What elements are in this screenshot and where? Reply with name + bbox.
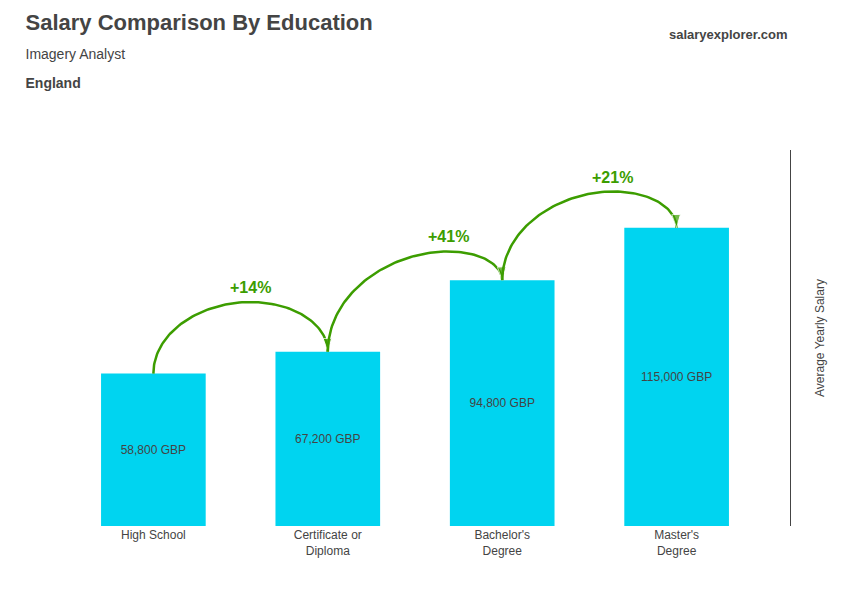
svg-text:67,200 GBP: 67,200 GBP bbox=[295, 432, 360, 446]
svg-text:58,800 GBP: 58,800 GBP bbox=[121, 443, 186, 457]
svg-text:Bachelor'sDegree: Bachelor'sDegree bbox=[474, 528, 530, 558]
svg-text:Salary Comparison By Education: Salary Comparison By EducationImagery An… bbox=[26, 10, 373, 90]
svg-text:Average Yearly Salary: Average Yearly Salary bbox=[813, 279, 827, 397]
svg-text:High School: High School bbox=[121, 528, 186, 542]
svg-text:salaryexplorer.com: salaryexplorer.com bbox=[669, 27, 788, 42]
svg-text:Certificate orDiploma: Certificate orDiploma bbox=[294, 528, 362, 558]
svg-text:+41%: +41% bbox=[428, 228, 469, 245]
svg-text:+21%: +21% bbox=[592, 169, 633, 186]
svg-text:94,800 GBP: 94,800 GBP bbox=[470, 396, 535, 410]
svg-text:115,000 GBP: 115,000 GBP bbox=[641, 370, 712, 384]
svg-text:Master'sDegree: Master'sDegree bbox=[654, 528, 699, 558]
svg-text:+14%: +14% bbox=[230, 279, 271, 296]
